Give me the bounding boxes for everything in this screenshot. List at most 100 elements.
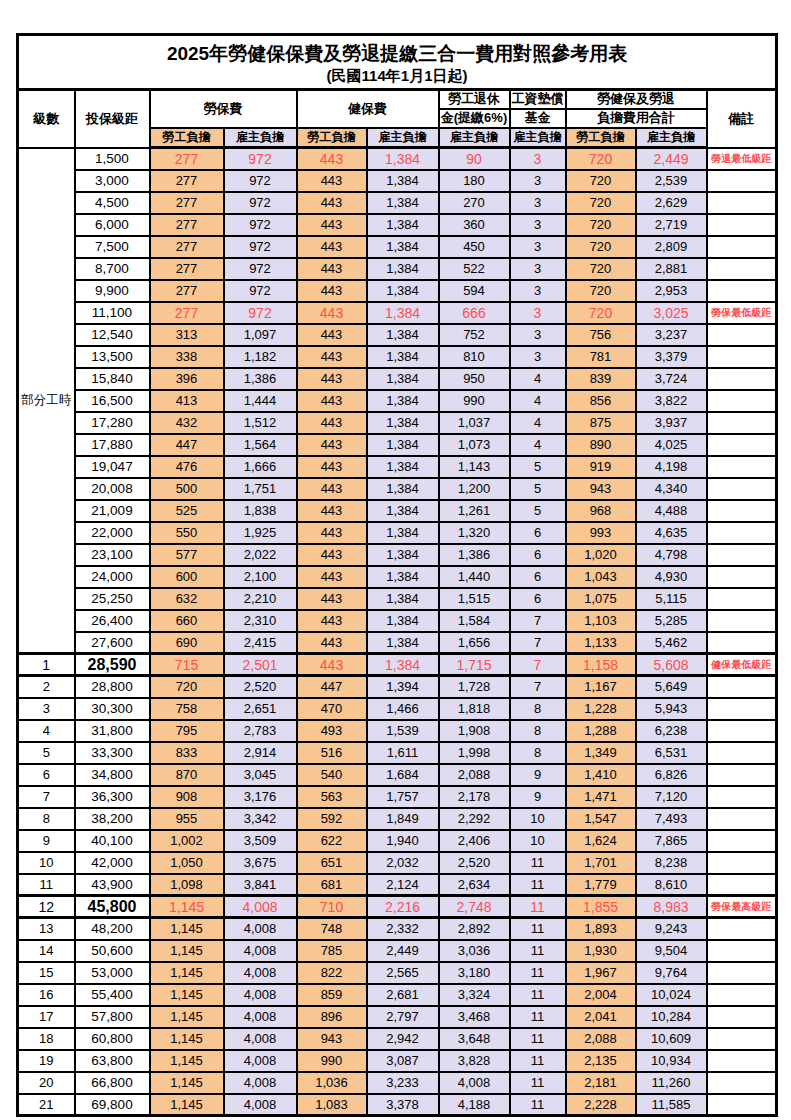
note-cell: 勞退最低級距 bbox=[707, 148, 777, 170]
value-cell: 720 bbox=[566, 214, 636, 236]
value-cell: 1,539 bbox=[367, 720, 439, 742]
value-cell: 972 bbox=[224, 302, 297, 324]
table-row: 26,4006602,3104431,3841,58471,1035,285 bbox=[18, 610, 777, 632]
value-cell: 5 bbox=[510, 456, 566, 478]
value-cell: 443 bbox=[297, 588, 367, 610]
value-cell: 6,238 bbox=[636, 720, 707, 742]
value-cell: 1,167 bbox=[566, 676, 636, 698]
bracket-cell: 38,200 bbox=[75, 808, 150, 830]
value-cell: 990 bbox=[439, 390, 510, 412]
value-cell: 8 bbox=[510, 720, 566, 742]
bracket-cell: 36,300 bbox=[75, 786, 150, 808]
bracket-cell: 17,880 bbox=[75, 434, 150, 456]
value-cell: 11 bbox=[510, 1050, 566, 1072]
value-cell: 4,488 bbox=[636, 500, 707, 522]
value-cell: 972 bbox=[224, 170, 297, 192]
note-cell bbox=[707, 852, 777, 874]
note-cell bbox=[707, 1072, 777, 1094]
value-cell: 720 bbox=[566, 192, 636, 214]
value-cell: 6 bbox=[510, 522, 566, 544]
value-cell: 9,243 bbox=[636, 918, 707, 940]
value-cell: 2,520 bbox=[224, 676, 297, 698]
value-cell: 1,940 bbox=[367, 830, 439, 852]
value-cell: 972 bbox=[224, 214, 297, 236]
bracket-cell: 11,100 bbox=[75, 302, 150, 324]
table-row: 1042,0001,0503,6756512,0322,520111,7018,… bbox=[18, 852, 777, 874]
bracket-cell: 17,280 bbox=[75, 412, 150, 434]
value-cell: 1,908 bbox=[439, 720, 510, 742]
value-cell: 470 bbox=[297, 698, 367, 720]
value-cell: 632 bbox=[150, 588, 224, 610]
table-row: 4,5002779724431,38427037202,629 bbox=[18, 192, 777, 214]
value-cell: 972 bbox=[224, 280, 297, 302]
value-cell: 875 bbox=[566, 412, 636, 434]
value-cell: 3 bbox=[510, 236, 566, 258]
note-cell bbox=[707, 324, 777, 346]
value-cell: 443 bbox=[297, 368, 367, 390]
premium-reference-table: 2025年勞健保保費及勞退提繳三合一費用對照參考用表 (民國114年1月1日起)… bbox=[16, 33, 775, 1117]
value-cell: 540 bbox=[297, 764, 367, 786]
value-cell: 11 bbox=[510, 1028, 566, 1050]
value-cell: 8 bbox=[510, 742, 566, 764]
table-row: 8,7002779724431,38452237202,881 bbox=[18, 258, 777, 280]
value-cell: 5,285 bbox=[636, 610, 707, 632]
value-cell: 666 bbox=[439, 302, 510, 324]
value-cell: 2,881 bbox=[636, 258, 707, 280]
level-cell: 11 bbox=[18, 874, 75, 896]
level-cell: 18 bbox=[18, 1028, 75, 1050]
value-cell: 710 bbox=[297, 896, 367, 918]
value-cell: 1,083 bbox=[297, 1094, 367, 1116]
value-cell: 1,656 bbox=[439, 632, 510, 654]
bracket-cell: 66,800 bbox=[75, 1072, 150, 1094]
table-row: 634,8008703,0455401,6842,08891,4106,826 bbox=[18, 764, 777, 786]
value-cell: 516 bbox=[297, 742, 367, 764]
value-cell: 4,008 bbox=[224, 918, 297, 940]
bracket-cell: 6,000 bbox=[75, 214, 150, 236]
bracket-cell: 53,000 bbox=[75, 962, 150, 984]
col-header-total-line1: 勞健保及勞退 bbox=[566, 90, 707, 110]
table-row: 部分工時1,5002779724431,3849037202,449勞退最低級距 bbox=[18, 148, 777, 170]
value-cell: 443 bbox=[297, 390, 367, 412]
value-cell: 5 bbox=[510, 500, 566, 522]
table-row: 27,6006902,4154431,3841,65671,1335,462 bbox=[18, 632, 777, 654]
table-row: 17,2804321,5124431,3841,03748753,937 bbox=[18, 412, 777, 434]
value-cell: 972 bbox=[224, 148, 297, 170]
col-header-wage-fund-line2: 基金 bbox=[510, 109, 566, 128]
value-cell: 7 bbox=[510, 632, 566, 654]
bracket-cell: 69,800 bbox=[75, 1094, 150, 1116]
value-cell: 3 bbox=[510, 346, 566, 368]
value-cell: 1,757 bbox=[367, 786, 439, 808]
bracket-cell: 30,300 bbox=[75, 698, 150, 720]
value-cell: 972 bbox=[224, 258, 297, 280]
value-cell: 720 bbox=[566, 280, 636, 302]
value-cell: 2,809 bbox=[636, 236, 707, 258]
value-cell: 720 bbox=[566, 302, 636, 324]
value-cell: 5 bbox=[510, 478, 566, 500]
value-cell: 1,145 bbox=[150, 1050, 224, 1072]
value-cell: 5,462 bbox=[636, 632, 707, 654]
bracket-cell: 60,800 bbox=[75, 1028, 150, 1050]
value-cell: 1,930 bbox=[566, 940, 636, 962]
value-cell: 500 bbox=[150, 478, 224, 500]
value-cell: 1,384 bbox=[367, 148, 439, 170]
part-time-label-cell: 部分工時 bbox=[18, 148, 75, 654]
value-cell: 1,384 bbox=[367, 566, 439, 588]
table-row: 1348,2001,1454,0087482,3322,892111,8939,… bbox=[18, 918, 777, 940]
value-cell: 1,893 bbox=[566, 918, 636, 940]
level-cell: 3 bbox=[18, 698, 75, 720]
value-cell: 810 bbox=[439, 346, 510, 368]
value-cell: 600 bbox=[150, 566, 224, 588]
value-cell: 1,097 bbox=[224, 324, 297, 346]
table-row: 13,5003381,1824431,38481037813,379 bbox=[18, 346, 777, 368]
value-cell: 856 bbox=[566, 390, 636, 412]
value-cell: 1,384 bbox=[367, 522, 439, 544]
bracket-cell: 9,900 bbox=[75, 280, 150, 302]
note-cell bbox=[707, 522, 777, 544]
value-cell: 360 bbox=[439, 214, 510, 236]
value-cell: 1,384 bbox=[367, 324, 439, 346]
value-cell: 5,115 bbox=[636, 588, 707, 610]
value-cell: 1,967 bbox=[566, 962, 636, 984]
level-cell: 6 bbox=[18, 764, 75, 786]
value-cell: 972 bbox=[224, 192, 297, 214]
col-header-pension-line2: 金(提繳6%) bbox=[439, 109, 510, 128]
